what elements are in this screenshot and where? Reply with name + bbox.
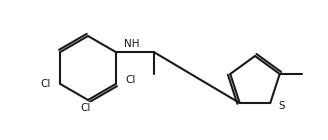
- Text: NH: NH: [124, 39, 139, 49]
- Text: S: S: [278, 101, 285, 111]
- Text: Cl: Cl: [40, 79, 50, 89]
- Text: Cl: Cl: [81, 103, 91, 113]
- Text: Cl: Cl: [126, 75, 136, 85]
